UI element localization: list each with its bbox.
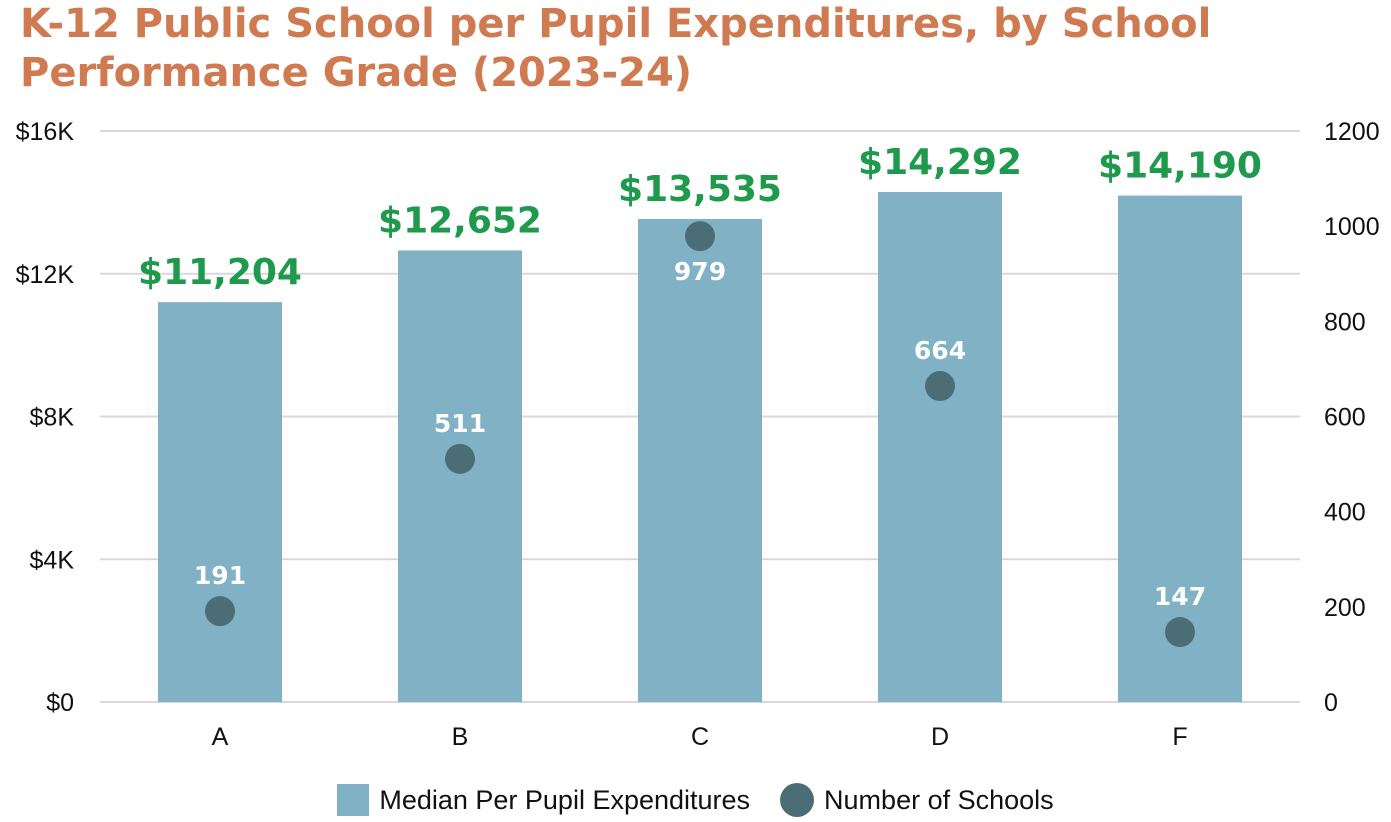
y-right-tick-label: 800 xyxy=(1324,308,1366,336)
school-count-label: 147 xyxy=(1154,582,1206,611)
x-category-label: A xyxy=(212,723,229,751)
y-left-tick-label: $0 xyxy=(46,689,74,717)
bar-value-label: $14,292 xyxy=(858,142,1022,183)
school-count-point xyxy=(1165,617,1195,648)
bar xyxy=(158,302,282,702)
bar-value-label: $14,190 xyxy=(1098,146,1262,187)
school-count-label: 664 xyxy=(914,336,966,365)
legend-label-schools: Number of Schools xyxy=(824,784,1054,815)
legend-label-expenditures: Median Per Pupil Expenditures xyxy=(379,784,751,815)
bar xyxy=(878,191,1002,702)
bar xyxy=(638,218,762,703)
x-category-label: D xyxy=(931,723,949,751)
y-right-tick-label: 600 xyxy=(1324,404,1366,432)
y-right-tick-label: 1000 xyxy=(1324,213,1380,241)
y-left-tick-label: $4K xyxy=(30,546,75,574)
y-left-tick-label: $12K xyxy=(16,261,75,289)
school-count-label: 979 xyxy=(674,257,726,286)
x-category-label: B xyxy=(452,723,469,751)
school-count-point xyxy=(925,371,955,402)
x-category-label: F xyxy=(1172,723,1187,751)
bar-value-label: $11,204 xyxy=(138,252,302,293)
school-count-point xyxy=(685,221,715,252)
school-count-point xyxy=(205,596,235,627)
bar xyxy=(398,250,522,702)
bar-value-label: $12,652 xyxy=(378,200,542,241)
legend: Median Per Pupil Expenditures Number of … xyxy=(0,778,1391,822)
y-right-tick-label: 1200 xyxy=(1324,118,1380,146)
bar-value-label: $13,535 xyxy=(618,169,782,210)
school-count-label: 191 xyxy=(194,561,246,590)
y-left-tick-label: $8K xyxy=(30,404,75,432)
y-left-tick-label: $16K xyxy=(16,118,75,146)
legend-item-expenditures: Median Per Pupil Expenditures xyxy=(337,784,750,816)
y-right-tick-label: 400 xyxy=(1324,499,1366,527)
chart-title: K-12 Public School per Pupil Expenditure… xyxy=(20,1,1212,96)
school-count-label: 511 xyxy=(434,409,486,438)
legend-swatch-dot xyxy=(780,783,815,817)
legend-item-schools: Number of Schools xyxy=(780,783,1054,817)
chart-plot: $0 $4K $8K $12K $16K 0 200 400 600 800 1000 1200 $11… xyxy=(16,118,1380,751)
school-count-point xyxy=(445,443,475,474)
x-category-label: C xyxy=(691,723,709,751)
y-right-tick-label: 0 xyxy=(1324,689,1338,717)
legend-swatch-bar xyxy=(337,784,370,816)
y-right-tick-label: 200 xyxy=(1324,594,1366,622)
